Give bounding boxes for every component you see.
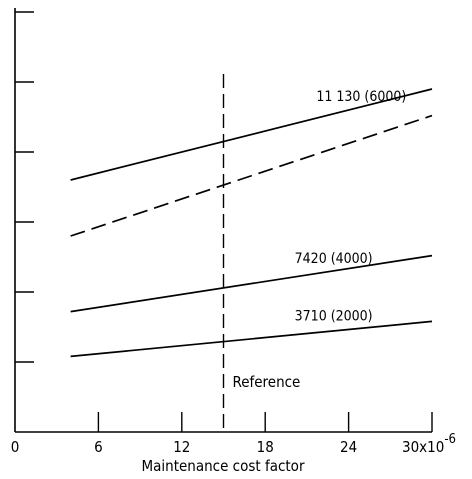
series-lines — [70, 88, 433, 358]
series-line-1 — [70, 88, 433, 181]
reference: Reference — [222, 74, 301, 432]
x-ticks: 0 6 12 18 24 30x10-6 — [11, 412, 456, 456]
series-label-1: 11 130 (6000) — [316, 89, 406, 105]
x-tick-label-4: 24 — [340, 438, 357, 456]
x-tick-label-0: 0 — [11, 438, 20, 456]
series-label-4: 3710 (2000) — [295, 309, 373, 325]
reference-label: Reference — [233, 373, 301, 391]
series-line-2 — [70, 114, 433, 237]
series-line-4 — [70, 320, 433, 358]
series-label-3: 7420 (4000) — [295, 251, 373, 267]
y-ticks — [15, 11, 34, 363]
series-labels: 11 130 (6000) 7420 (4000) 3710 (2000) — [295, 89, 407, 325]
x-axis-label: Maintenance cost factor — [141, 457, 304, 475]
x-tick-label-1: 6 — [94, 438, 103, 456]
x-tick-exponent: -6 — [444, 432, 456, 447]
x-tick-label-5: 30x10-6 — [402, 432, 456, 456]
x-tick-label-2: 12 — [173, 438, 190, 456]
x-tick-label-3: 18 — [257, 438, 274, 456]
series-line-3 — [70, 254, 433, 313]
